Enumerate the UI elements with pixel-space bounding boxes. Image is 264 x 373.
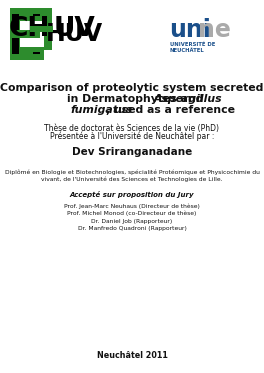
Text: Dr. Manfredo Quadroni (Rapporteur): Dr. Manfredo Quadroni (Rapporteur) (78, 226, 186, 231)
Bar (10, 8, 52, 50)
Text: Diplômé en Biologie et Biotechnologies, spécialité Protéomique et Physicochimie : Diplômé en Biologie et Biotechnologies, … (4, 169, 260, 175)
Text: in Dermatophytes and: in Dermatophytes and (67, 94, 207, 104)
Bar (20, 47, 44, 52)
Text: Neuchâtel 2011: Neuchâtel 2011 (97, 351, 167, 360)
Text: Prof. Jean-Marc Neuhaus (Directeur de thèse): Prof. Jean-Marc Neuhaus (Directeur de th… (64, 203, 200, 209)
Text: CH: CH (8, 16, 50, 42)
Bar (20, 16, 44, 21)
Text: Accepté sur proposition du Jury: Accepté sur proposition du Jury (70, 191, 194, 197)
Bar (10, 8, 42, 60)
Text: Comparison of proteolytic system secreted: Comparison of proteolytic system secrete… (0, 83, 264, 93)
Bar (10, 8, 44, 60)
Text: vivant, de l'Université des Sciences et Technologies de Lille.: vivant, de l'Université des Sciences et … (41, 176, 223, 182)
Text: Dev Sriranganadane: Dev Sriranganadane (72, 147, 192, 157)
Text: NEUCHÂTEL: NEUCHÂTEL (170, 48, 205, 53)
Text: fumigatus: fumigatus (71, 105, 133, 115)
Text: Présentée à l'Université de Neuchâtel par :: Présentée à l'Université de Neuchâtel pa… (50, 131, 214, 141)
Bar (33, 14, 40, 54)
Text: , used as a reference: , used as a reference (106, 105, 235, 115)
Bar (20, 16, 44, 52)
Text: Aspergillus: Aspergillus (154, 94, 223, 104)
Text: ne: ne (198, 18, 231, 42)
Text: UNIVERSITÉ DE: UNIVERSITÉ DE (170, 42, 215, 47)
Text: Prof. Michel Monod (co-Directeur de thèse): Prof. Michel Monod (co-Directeur de thès… (67, 211, 197, 216)
Text: uni: uni (169, 18, 211, 42)
Bar (10, 8, 80, 60)
Text: Dr. Daniel Job (Rapporteur): Dr. Daniel Job (Rapporteur) (91, 219, 173, 223)
Text: UV: UV (54, 16, 96, 42)
Bar (12, 14, 19, 54)
Bar (30, 26, 53, 32)
Bar (12, 30, 40, 38)
Text: HUV: HUV (46, 22, 103, 46)
Text: Thèse de doctorat ès Sciences de la vie (PhD): Thèse de doctorat ès Sciences de la vie … (45, 123, 219, 132)
Bar (10, 8, 42, 60)
